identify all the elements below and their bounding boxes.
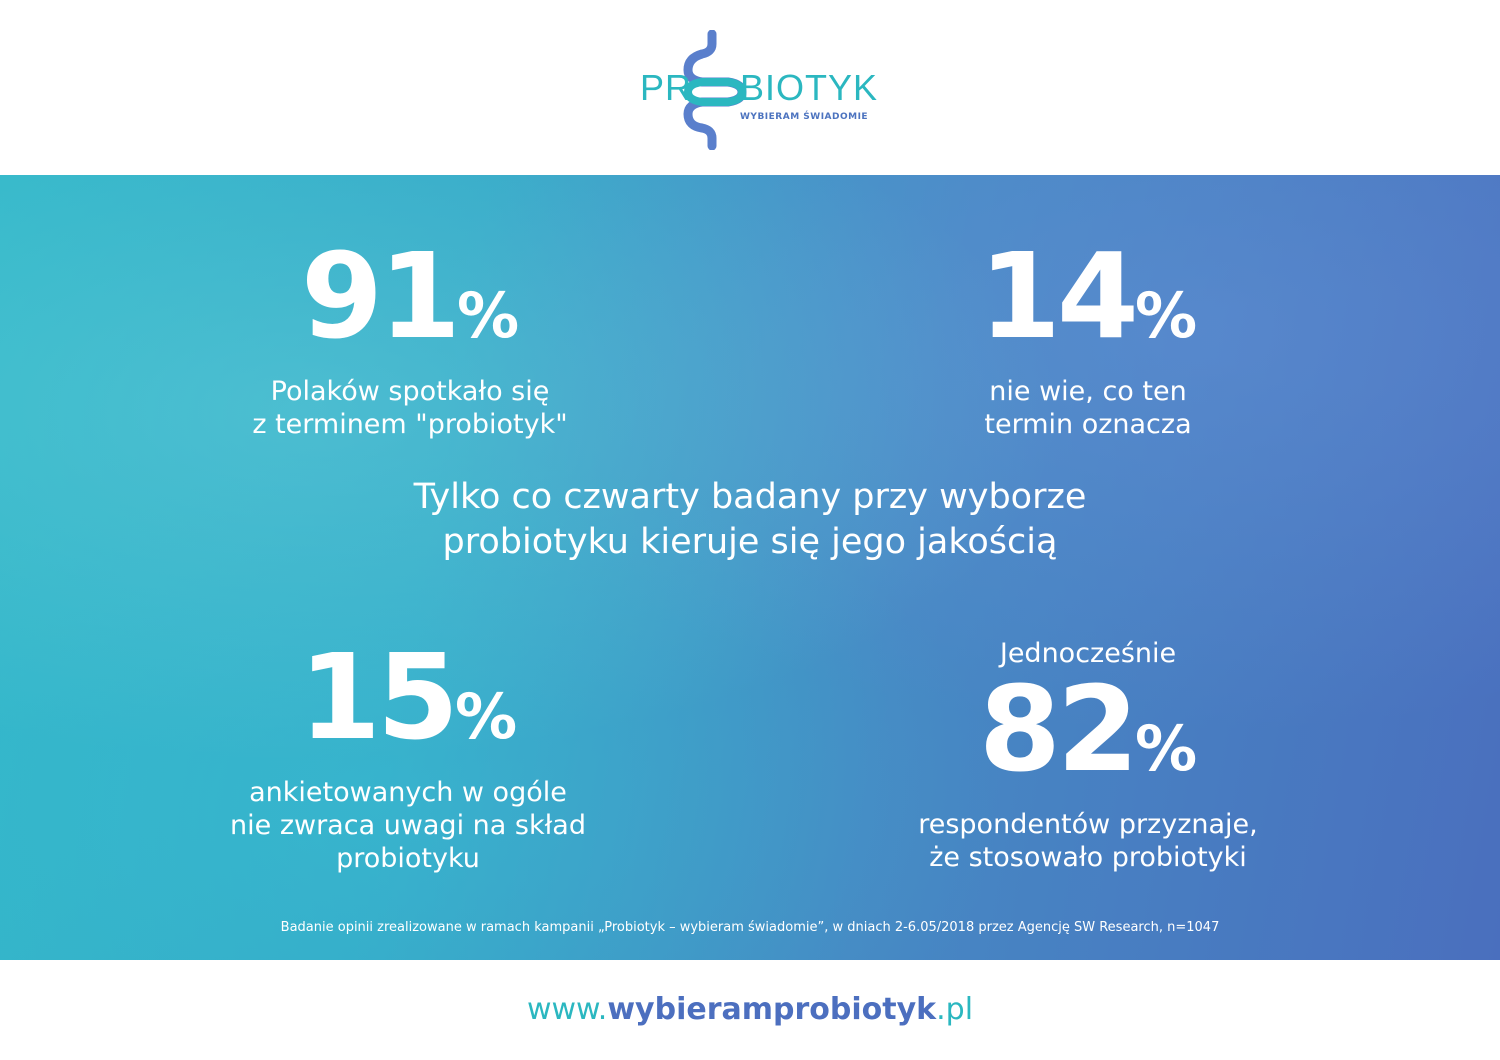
stat-desc-line: nie zwraca uwagi na skład <box>230 810 586 841</box>
stats-banner: 91% Polaków spotkało się z terminem "pro… <box>0 175 1500 960</box>
stat-desc-line: probiotyku <box>336 843 480 874</box>
survey-footnote: Badanie opinii zrealizowane w ramach kam… <box>280 920 1220 935</box>
stat-desc-line: Polaków spotkało się <box>270 376 550 407</box>
stat-15: 15% ankietowanych w ogóle nie zwraca uwa… <box>148 638 668 875</box>
stat-desc-line: respondentów przyznaje, <box>918 809 1258 840</box>
stat-desc-line: ankietowanych w ogóle <box>249 777 567 808</box>
stat-intro: Jednocześnie <box>999 638 1177 669</box>
probiotyk-logo: PR BIOTYK WYBIERAM ŚWIADOMIE <box>640 30 877 150</box>
stat-desc-line: z terminem "probiotyk" <box>252 409 568 440</box>
stat-number: 91 <box>300 227 461 365</box>
stat-unit: % <box>455 680 518 753</box>
url-prefix: www. <box>526 992 608 1027</box>
stat-number: 14 <box>978 227 1139 365</box>
stat-number: 15 <box>298 628 459 766</box>
stat-unit: % <box>457 279 520 352</box>
stat-unit: % <box>1135 712 1198 785</box>
stat-unit: % <box>1135 279 1198 352</box>
stat-desc-line: termin oznacza <box>984 409 1192 440</box>
url-domain: wybieramprobiotyk <box>607 992 937 1027</box>
website-link[interactable]: www.wybieramprobiotyk.pl <box>0 992 1500 1028</box>
stat-14: 14% nie wie, co ten termin oznacza <box>828 237 1348 441</box>
headline: Tylko co czwarty badany przy wyborze pro… <box>250 475 1250 565</box>
url-tld: .pl <box>936 992 974 1027</box>
stat-value: 82% <box>828 670 1348 808</box>
stat-91: 91% Polaków spotkało się z terminem "pro… <box>150 237 670 441</box>
logo-text-left: PR <box>640 67 693 108</box>
stat-value: 91% <box>150 237 670 375</box>
stat-value: 14% <box>828 237 1348 375</box>
stat-desc-line: nie wie, co ten <box>989 376 1187 407</box>
stat-number: 82 <box>978 660 1139 798</box>
stat-82: Jednocześnie 82% respondentów przyznaje,… <box>828 637 1348 874</box>
stat-desc-line: że stosowało probiotyki <box>929 842 1247 873</box>
intestine-icon <box>683 30 747 150</box>
logo-text-right: BIOTYK <box>740 67 879 108</box>
logo-tagline: WYBIERAM ŚWIADOMIE <box>740 112 869 122</box>
stat-value: 15% <box>148 638 668 776</box>
headline-line: Tylko co czwarty badany przy wyborze <box>413 477 1087 517</box>
headline-line: probiotyku kieruje się jego jakością <box>442 522 1058 562</box>
